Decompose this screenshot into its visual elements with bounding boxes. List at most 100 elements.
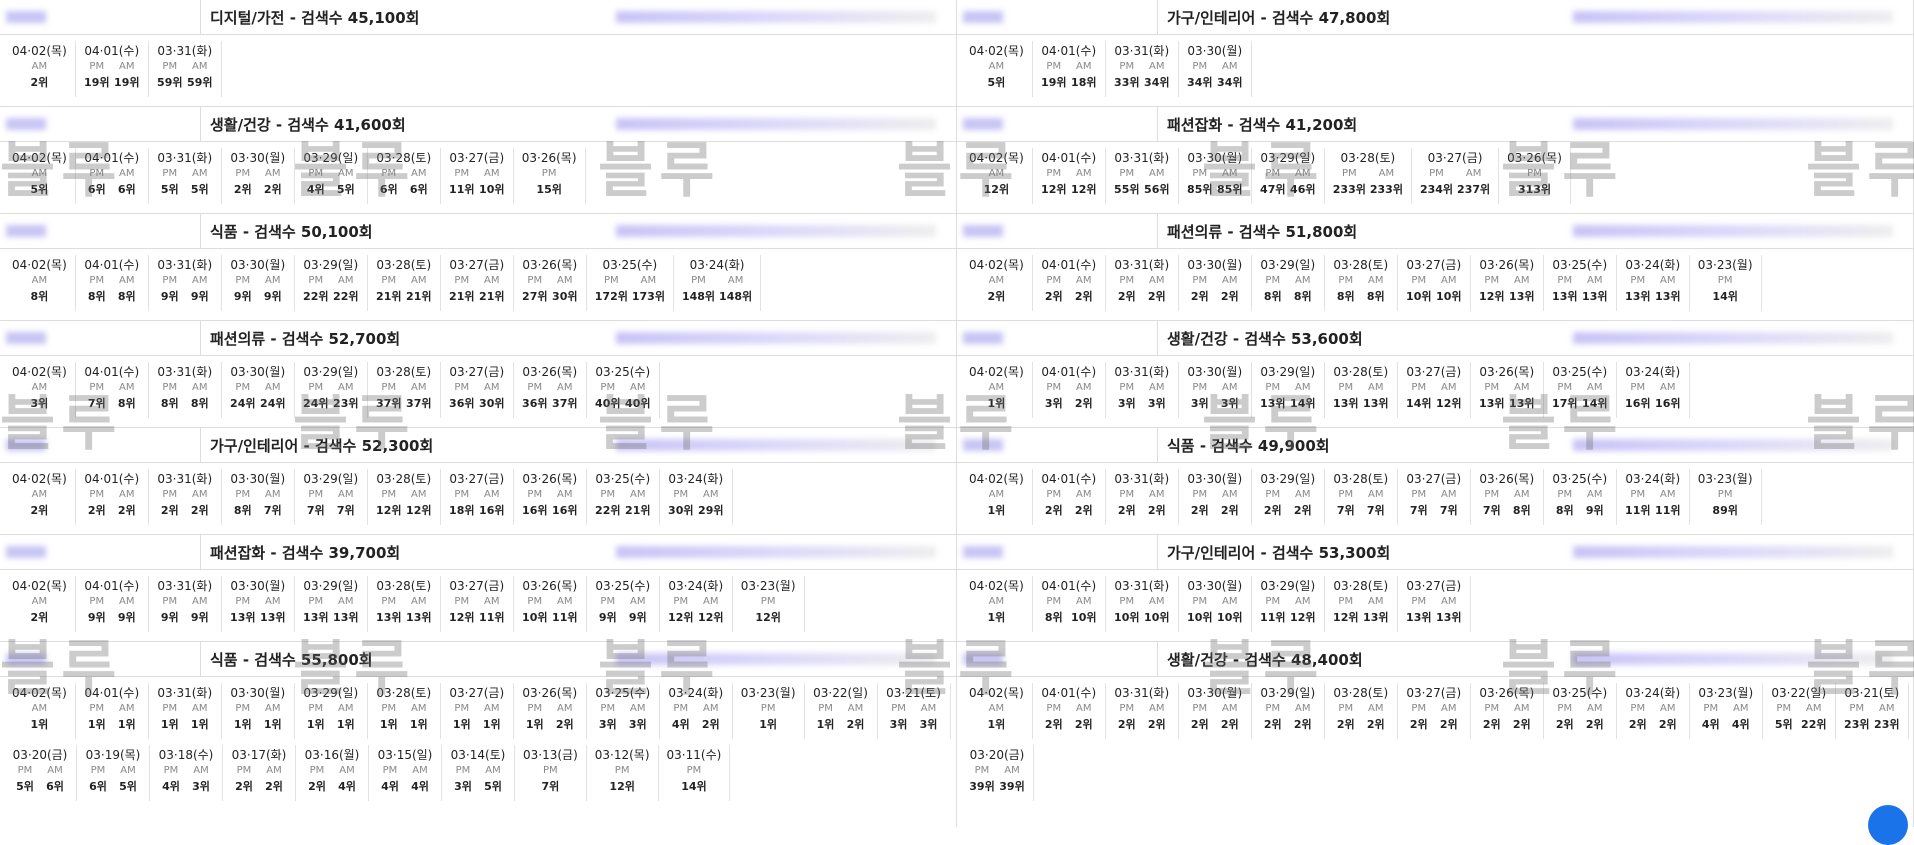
- slot-cells: AM 5위: [969, 59, 1024, 91]
- slot-cells: PM 2위 AM 2위: [1114, 273, 1170, 305]
- slot-label: AM: [1222, 703, 1238, 714]
- slot-cell: AM 7위: [1436, 487, 1462, 519]
- slot-label: AM: [265, 489, 281, 500]
- day-group: 03·27(금) PM 11위 AM 10위: [441, 148, 514, 204]
- slot-cell: AM 8위: [1290, 273, 1316, 305]
- slot-label: AM: [1514, 489, 1530, 500]
- header-separator: [200, 214, 201, 248]
- day-date: 03·25(수): [1552, 365, 1608, 379]
- slot-cell: PM 3위: [1041, 380, 1067, 412]
- slot-cell: AM 56위: [1144, 166, 1170, 198]
- slot-cell: PM 8위: [1041, 594, 1067, 626]
- day-date: 03·27(금): [1406, 472, 1462, 486]
- rank-value: 2위: [987, 290, 1006, 303]
- day-group: 03·25(수) PM 40위 AM 40위: [587, 362, 660, 418]
- day-date: 03·24(화): [1625, 258, 1681, 272]
- category-title: 패션의류 - 검색수 52,700회: [210, 329, 401, 348]
- rank-value: 5위: [1774, 718, 1793, 731]
- day-group: 03·23(월) PM 89위: [1690, 469, 1762, 525]
- rank-value: 29위: [698, 504, 724, 517]
- day-date: 03·26(목): [1507, 151, 1562, 165]
- slot-cells: AM 5위: [12, 166, 67, 198]
- day-group: 03·27(금) PM 234위 AM 237위: [1412, 148, 1500, 204]
- day-date: 03·28(토): [1333, 258, 1389, 272]
- day-group: 03·24(화) PM 13위 AM 13위: [1617, 255, 1690, 311]
- day-date: 03·30(월): [1187, 579, 1243, 593]
- slot-label: PM: [614, 765, 630, 776]
- slot-label: PM: [600, 489, 616, 500]
- slot-label: AM: [1660, 382, 1676, 393]
- help-button[interactable]: [1868, 805, 1908, 845]
- day-date: 03·28(토): [376, 579, 432, 593]
- day-group: 04·01(수) PM 2위 AM 2위: [1033, 255, 1106, 311]
- day-date: 03·24(화): [1625, 472, 1681, 486]
- rank-value: 40위: [625, 397, 651, 410]
- rank-value: 3위: [1190, 397, 1209, 410]
- rank-value: 7위: [87, 397, 106, 410]
- slot-cell: AM 2위: [1363, 701, 1389, 733]
- slot-label: AM: [411, 168, 427, 179]
- rank-value: 11위: [479, 611, 505, 624]
- slot-cells: PM 55위 AM 56위: [1114, 166, 1170, 198]
- day-date: 03·31(화): [1114, 579, 1170, 593]
- category-title: 패션잡화 - 검색수 39,700회: [210, 543, 401, 562]
- day-group: 04·02(목) AM 1위: [4, 683, 76, 739]
- slot-label: AM: [1441, 703, 1457, 714]
- day-date: 03·29(일): [1260, 686, 1316, 700]
- rank-value: 2위: [1117, 718, 1136, 731]
- day-date: 03·29(일): [1260, 472, 1316, 486]
- day-date: 03·27(금): [1406, 258, 1462, 272]
- header-separator: [1157, 535, 1158, 569]
- slot-cell: AM 5위: [480, 763, 506, 795]
- slot-cell: PM 8위: [230, 487, 256, 519]
- rank-value: 12위: [1041, 183, 1067, 196]
- slot-cell: PM 24위: [230, 380, 256, 412]
- right-column: 가구/인테리어 - 검색수 47,800회 04·02(목) AM 5위 04·01(수…: [957, 0, 1914, 827]
- slot-cell: PM 13위: [376, 594, 402, 626]
- slot-label: PM: [17, 765, 33, 776]
- day-group: 03·29(일) PM 24위 AM 23위: [295, 362, 368, 418]
- slot-cells: PM 4위 AM 5위: [303, 166, 359, 198]
- rank-value: 5위: [30, 183, 49, 196]
- day-date: 03·20(금): [12, 748, 68, 762]
- day-date: 04·01(수): [84, 258, 140, 272]
- slot-label: AM: [988, 275, 1005, 286]
- slot-cell: PM 12위: [755, 594, 781, 626]
- slot-label: AM: [1222, 596, 1238, 607]
- slot-label: AM: [988, 61, 1005, 72]
- slot-cells: PM 5위 AM 6위: [12, 763, 68, 795]
- slot-label: AM: [1368, 703, 1384, 714]
- rank-value: 12위: [1479, 290, 1505, 303]
- day-date: 04·02(목): [969, 44, 1024, 58]
- rank-value: 13위: [1363, 611, 1389, 624]
- rank-value: 34위: [1217, 76, 1243, 89]
- slot-cell: AM 13위: [1363, 380, 1389, 412]
- slot-label: PM: [381, 275, 397, 286]
- rank-value: 12위: [1290, 611, 1316, 624]
- slot-cells: PM 6위 AM 6위: [376, 166, 432, 198]
- slot-label: PM: [1265, 703, 1281, 714]
- rank-value: 8위: [117, 290, 136, 303]
- slot-label: AM: [1222, 168, 1238, 179]
- day-date: 03·24(화): [1625, 686, 1681, 700]
- slot-cell: PM 1위: [157, 701, 183, 733]
- slot-label: PM: [1527, 168, 1542, 179]
- rank-value: 2위: [1147, 290, 1166, 303]
- rank-value: 16위: [552, 504, 578, 517]
- day-group: 03·31(화) PM 2위 AM 2위: [1106, 683, 1179, 739]
- rank-value: 85위: [1217, 183, 1243, 196]
- slot-label: AM: [265, 275, 281, 286]
- day-date: 03·31(화): [157, 579, 213, 593]
- rank-value: 16위: [479, 504, 505, 517]
- header-separator: [1157, 107, 1158, 141]
- slot-cell: PM 2위: [1333, 701, 1359, 733]
- slot-label: PM: [1192, 168, 1208, 179]
- slot-label: PM: [1046, 275, 1062, 286]
- rank-value: 8위: [190, 397, 209, 410]
- rank-value: 3위: [1220, 397, 1239, 410]
- slot-label: PM: [818, 703, 833, 714]
- rank-value: 12위: [698, 611, 724, 624]
- slot-label: PM: [1192, 596, 1208, 607]
- rank-value: 10위: [1071, 611, 1097, 624]
- rank-value: 1위: [482, 718, 501, 731]
